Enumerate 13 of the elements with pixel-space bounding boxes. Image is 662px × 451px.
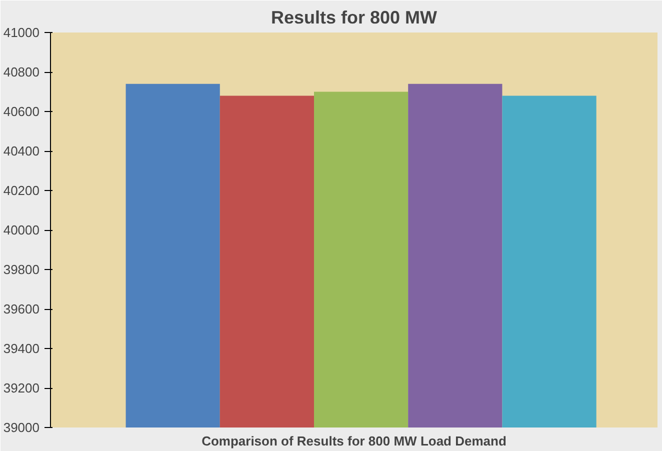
y-tick-label: 39600 <box>3 302 40 316</box>
y-tick-label: 40000 <box>3 222 40 238</box>
y-tick-label: 39400 <box>3 341 40 356</box>
y-tick-label: 40800 <box>3 64 40 80</box>
y-tick-label: 40400 <box>3 144 40 158</box>
y-tick-label: 41000 <box>3 25 40 40</box>
y-tick-label: 40200 <box>3 183 40 198</box>
y-tick-label: 39800 <box>3 262 40 277</box>
x-axis-title: Comparison of Results for 800 MW Load Demand <box>202 434 506 448</box>
chart-title: Results for 800 MW <box>270 8 438 28</box>
y-tick-label: 40600 <box>3 104 40 119</box>
y-tick-label: 39000 <box>3 420 40 435</box>
y-tick-label: 39200 <box>3 380 40 396</box>
